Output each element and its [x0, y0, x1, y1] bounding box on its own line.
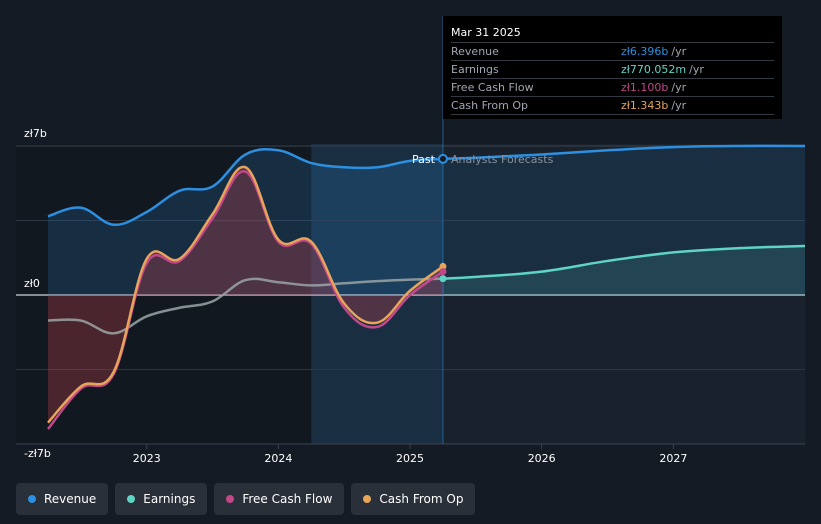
free-cash-flow-marker [439, 268, 447, 276]
revenue-marker [437, 153, 448, 164]
tooltip-date: Mar 31 2025 [451, 24, 774, 43]
cash-from-op-area [48, 166, 443, 423]
forecast-background [442, 144, 805, 444]
legend-dot-icon [127, 495, 136, 503]
legend-item-free-cash-flow[interactable]: Free Cash Flow [214, 483, 345, 515]
revenue-line-past [47, 147, 444, 227]
legend-dot-icon [28, 495, 36, 503]
tooltip-unit: /yr [671, 45, 687, 58]
legend-dot-icon [226, 495, 235, 503]
tooltip-label: Revenue [451, 45, 499, 58]
revenue-area-forecast [442, 145, 805, 295]
earnings-line-past [47, 277, 443, 335]
legend-item-revenue[interactable]: Revenue [16, 483, 109, 515]
y-tick-label-0: zł7b [24, 127, 47, 140]
tooltip-row-earnings: Earnings zł770.052m /yr [451, 61, 774, 79]
legend-label: Cash From Op [379, 492, 464, 506]
legend-label: Free Cash Flow [242, 492, 333, 506]
tooltip-row-free-cash-flow: Free Cash Flow zł1.100b /yr [451, 79, 774, 97]
cash-from-op-marker [439, 262, 447, 270]
cash-from-op-line [47, 165, 444, 424]
tooltip-unit: /yr [689, 63, 704, 76]
tooltip-label: Free Cash Flow [451, 81, 534, 94]
y-tick-label-1: zł0 [24, 277, 40, 290]
y-tick-label-2: -zł7b [24, 447, 51, 460]
tooltip-label: Cash From Op [451, 99, 529, 112]
x-tick-label-1: 2024 [264, 452, 292, 465]
tooltip-row-revenue: Revenue zł6.396b /yr [451, 43, 774, 61]
tooltip-unit: /yr [671, 81, 687, 94]
recent-highlight-band [311, 144, 443, 444]
tooltip-value: zł6.396b [621, 45, 669, 58]
past-background [16, 144, 312, 444]
earnings-marker [439, 275, 447, 283]
legend-item-cash-from-op[interactable]: Cash From Op [351, 483, 476, 515]
earnings-line-forecast [442, 244, 806, 280]
legend-dot-icon [363, 495, 372, 503]
revenue-line-forecast [442, 144, 806, 161]
tooltip-value: zł1.100b [621, 81, 669, 94]
tooltip-value: zł1.343b [621, 99, 669, 112]
legend: Revenue Earnings Free Cash Flow Cash Fro… [16, 483, 476, 515]
x-tick-label-2: 2025 [396, 452, 424, 465]
past-label: Past [412, 153, 436, 166]
tooltip-row-cash-from-op: Cash From Op zł1.343b /yr [451, 97, 774, 115]
x-tick-label-3: 2026 [528, 452, 556, 465]
x-tick-label-4: 2027 [659, 452, 687, 465]
earnings-area-forecast [442, 246, 805, 295]
legend-item-earnings[interactable]: Earnings [115, 483, 208, 515]
legend-label: Earnings [143, 492, 196, 506]
x-tick-label-0: 2023 [133, 452, 161, 465]
tooltip: Mar 31 2025 Revenue zł6.396b /yr Earning… [443, 16, 782, 119]
forecast-label: Analysts Forecasts [451, 153, 554, 166]
tooltip-label: Earnings [451, 63, 499, 76]
legend-label: Revenue [44, 492, 97, 506]
tooltip-value: zł770.052m [621, 63, 687, 76]
tooltip-unit: /yr [671, 99, 687, 112]
